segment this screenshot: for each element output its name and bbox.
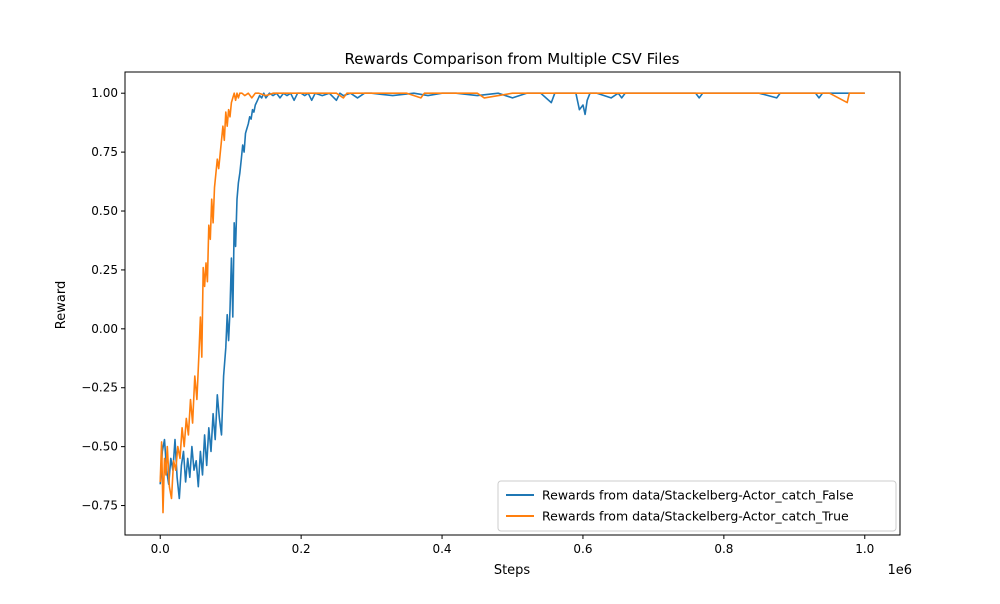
x-tick-label: 0.6 xyxy=(573,542,592,556)
y-axis: −0.75 −0.50 −0.25 0.00 0.25 0.50 0.75 1.00 xyxy=(81,86,125,513)
legend-box xyxy=(497,480,897,532)
x-axis-offset-label: 1e6 xyxy=(887,563,912,578)
y-tick-label: −0.50 xyxy=(81,440,118,454)
x-tick-label: 1.0 xyxy=(855,542,874,556)
y-tick-label: 0.75 xyxy=(91,145,118,159)
plot-area xyxy=(124,71,901,536)
y-tick-label: −0.25 xyxy=(81,381,118,395)
y-tick-label: 0.00 xyxy=(91,322,118,336)
y-tick-label: −0.75 xyxy=(81,499,118,513)
legend-label-1: Rewards from data/Stackelberg-Actor_catc… xyxy=(542,509,849,524)
x-tick-label: 0.0 xyxy=(151,542,170,556)
x-tick-label: 0.8 xyxy=(714,542,733,556)
series-line-0 xyxy=(159,92,865,500)
x-tick-label: 0.4 xyxy=(432,542,451,556)
series-line-1 xyxy=(159,92,865,514)
y-axis-label: Reward xyxy=(54,281,69,329)
plot-frame xyxy=(124,71,901,536)
x-axis-label: Steps xyxy=(494,563,531,578)
y-tick-label: 0.25 xyxy=(91,263,118,277)
chart-title: Rewards Comparison from Multiple CSV Fil… xyxy=(345,50,680,68)
y-tick-label: 0.50 xyxy=(91,204,118,218)
x-axis: 0.0 0.2 0.4 0.6 0.8 1.0 xyxy=(151,535,874,556)
x-tick-label: 0.2 xyxy=(292,542,311,556)
legend: Rewards from data/Stackelberg-Actor_catc… xyxy=(497,480,897,532)
y-tick-label: 1.00 xyxy=(91,86,118,100)
legend-label-0: Rewards from data/Stackelberg-Actor_catc… xyxy=(542,488,854,503)
